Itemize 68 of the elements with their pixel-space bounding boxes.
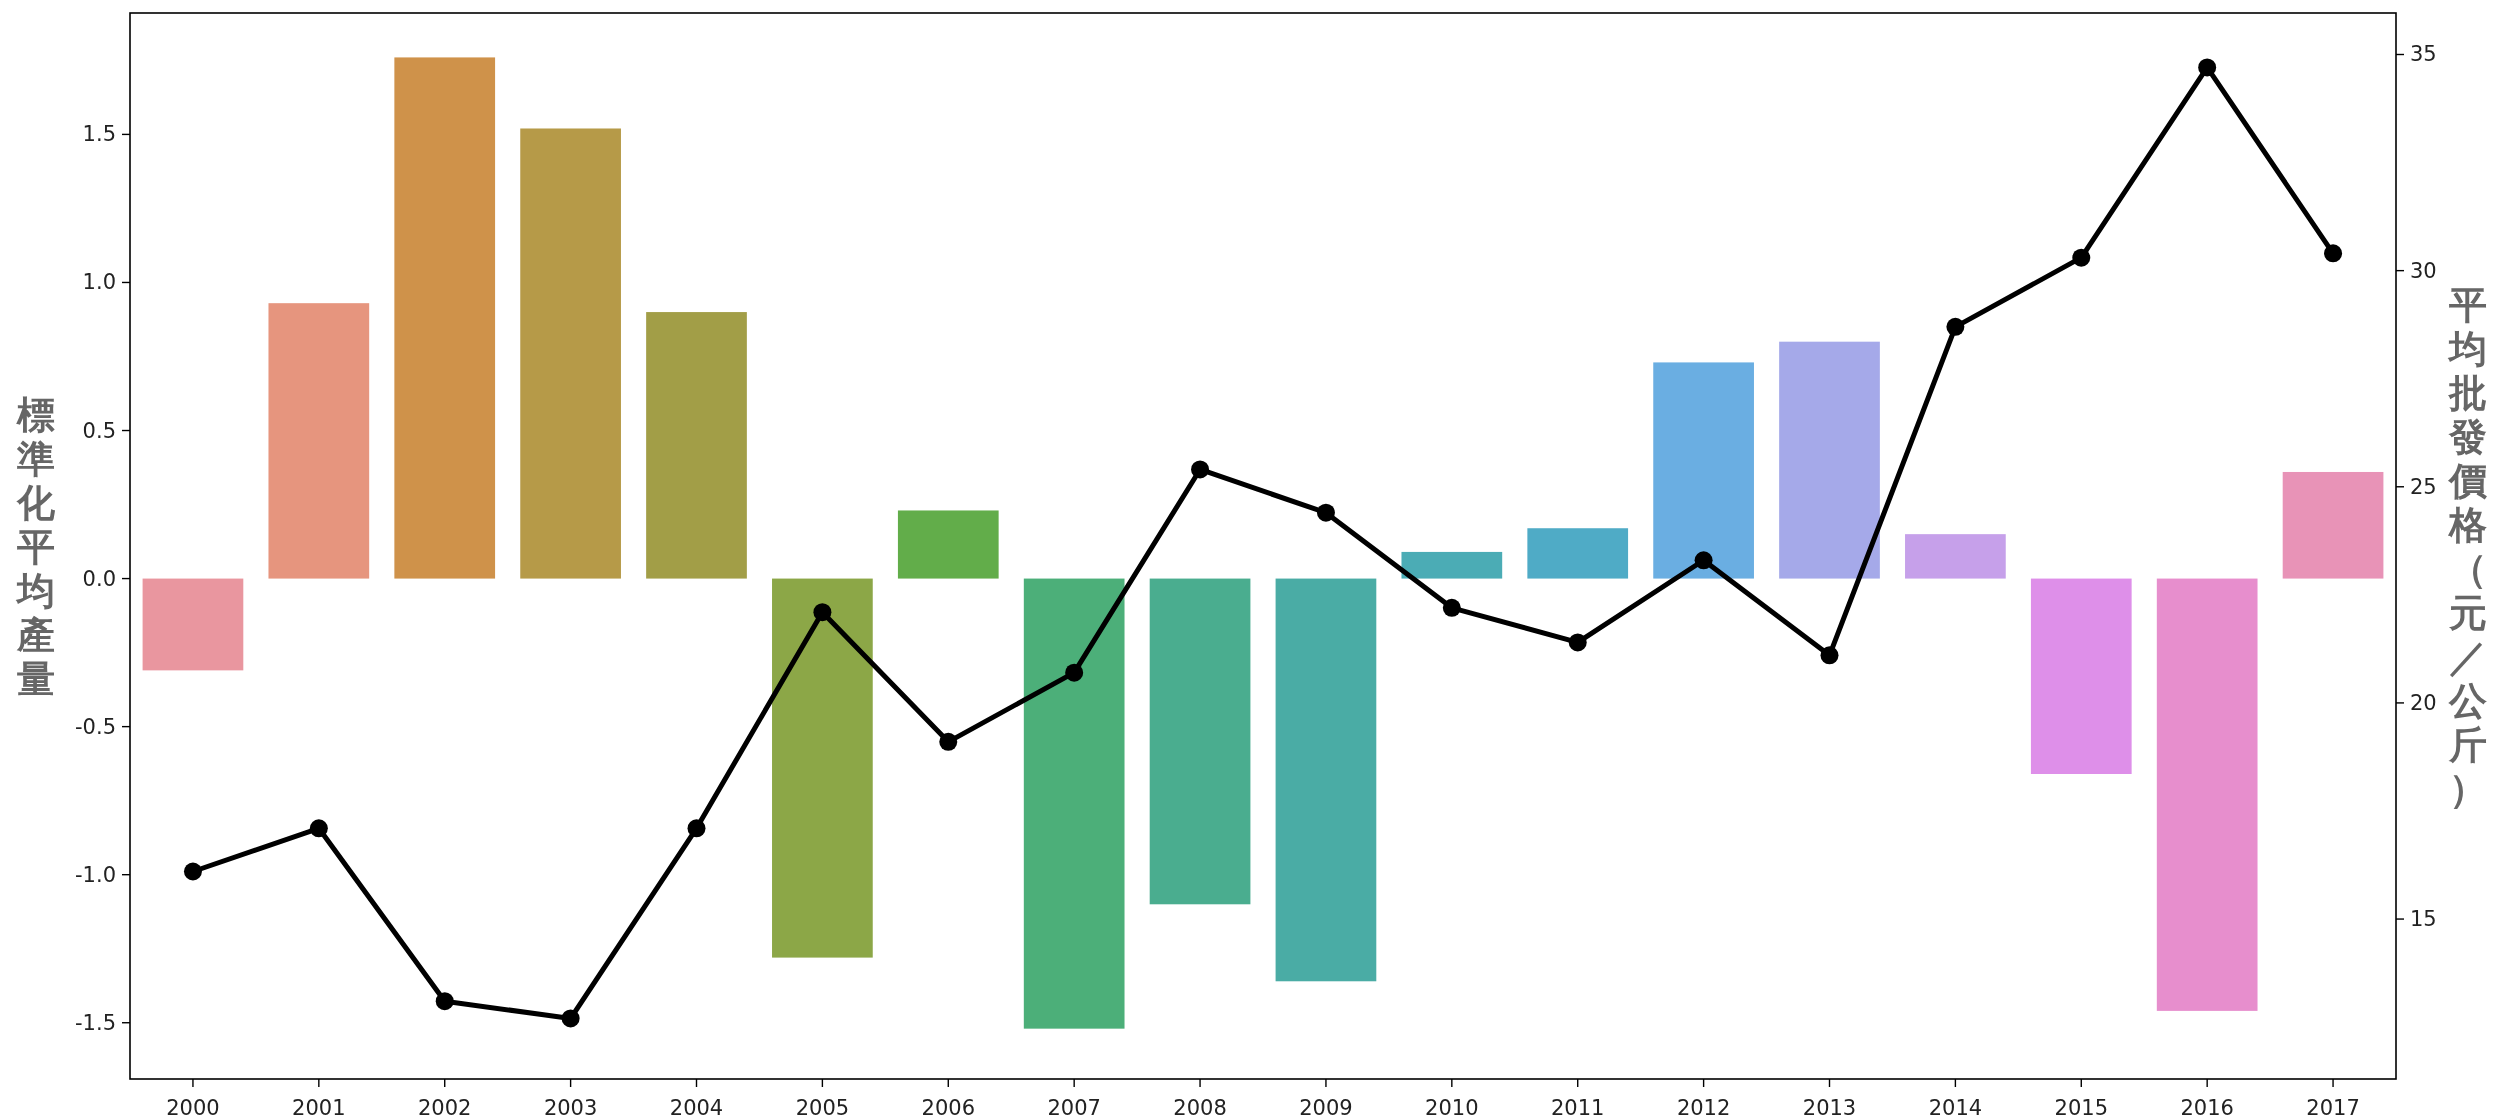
- y2-tick-label: 30: [2410, 258, 2437, 283]
- point: [435, 992, 454, 1011]
- point: [183, 862, 202, 881]
- point: [2072, 248, 2091, 267]
- point: [2324, 244, 2343, 263]
- bar: [1653, 362, 1754, 579]
- y-tick-label: -1.0: [75, 862, 116, 887]
- x-tick-label: 2014: [1928, 1096, 1983, 1119]
- x-tick-label: 2006: [921, 1096, 975, 1119]
- bar: [1275, 578, 1377, 982]
- point: [1568, 633, 1587, 652]
- text: 平均批發價格（元／公斤）: [2449, 282, 2487, 811]
- point: [1316, 503, 1335, 522]
- bar: [897, 510, 999, 579]
- y-tick-label: 0.5: [82, 418, 116, 443]
- bar: [2030, 578, 2132, 775]
- bar: [394, 57, 496, 579]
- bar: [1905, 534, 2006, 579]
- bar: [142, 578, 244, 671]
- point: [813, 603, 832, 622]
- x-tick-label: 2016: [2180, 1096, 2234, 1119]
- x-tick-label: 2013: [1802, 1096, 1857, 1119]
- y2-tick-label: 20: [2410, 690, 2437, 715]
- x-tick-label: 2012: [1676, 1096, 1731, 1119]
- y-tick-label: 1.5: [82, 122, 116, 147]
- point: [1065, 663, 1084, 682]
- point: [939, 732, 958, 751]
- point: [1191, 460, 1210, 479]
- point: [1694, 551, 1713, 570]
- y-axis-title: 標準化平均產量: [15, 392, 56, 701]
- bar: [2282, 471, 2384, 579]
- bar: [2156, 578, 2258, 1011]
- bar: [772, 578, 873, 958]
- point: [1946, 317, 1965, 336]
- x-tick-label: 2000: [166, 1096, 220, 1119]
- bar: [1401, 551, 1503, 579]
- x-tick-label: 2001: [292, 1096, 346, 1119]
- bar: [1527, 528, 1629, 579]
- x-tick-label: 2011: [1551, 1096, 1605, 1119]
- y2-tick-label: 35: [2410, 42, 2437, 67]
- x-tick-label: 2003: [543, 1096, 598, 1119]
- point: [1442, 598, 1461, 617]
- point: [2198, 58, 2217, 77]
- y2-tick-label: 25: [2410, 474, 2437, 499]
- x-tick-label: 2007: [1047, 1096, 1101, 1119]
- bar: [1023, 578, 1125, 1029]
- bar: [1779, 341, 1880, 579]
- x-tick-label: 2005: [795, 1096, 850, 1119]
- bar: [646, 312, 747, 579]
- x-tick-label: 2017: [2306, 1096, 2360, 1119]
- x-tick-label: 2002: [418, 1096, 472, 1119]
- point: [561, 1009, 580, 1028]
- y-tick-label: -1.5: [75, 1010, 116, 1035]
- point: [309, 819, 328, 838]
- y2-tick-label: 15: [2410, 907, 2437, 932]
- point: [687, 819, 706, 838]
- x-tick-label: 2010: [1425, 1096, 1479, 1119]
- y-tick-label: 1.0: [82, 270, 116, 295]
- bar: [1149, 578, 1251, 905]
- point: [1820, 646, 1839, 665]
- bar: [520, 128, 621, 579]
- y-tick-label: 0.0: [82, 566, 116, 591]
- x-tick-label: 2015: [2054, 1096, 2108, 1119]
- bar: [268, 303, 370, 579]
- x-tick-label: 2004: [669, 1096, 724, 1119]
- x-tick-label: 2009: [1299, 1096, 1353, 1119]
- y-tick-label: -0.5: [75, 714, 116, 739]
- x-tick-label: 2008: [1173, 1096, 1227, 1119]
